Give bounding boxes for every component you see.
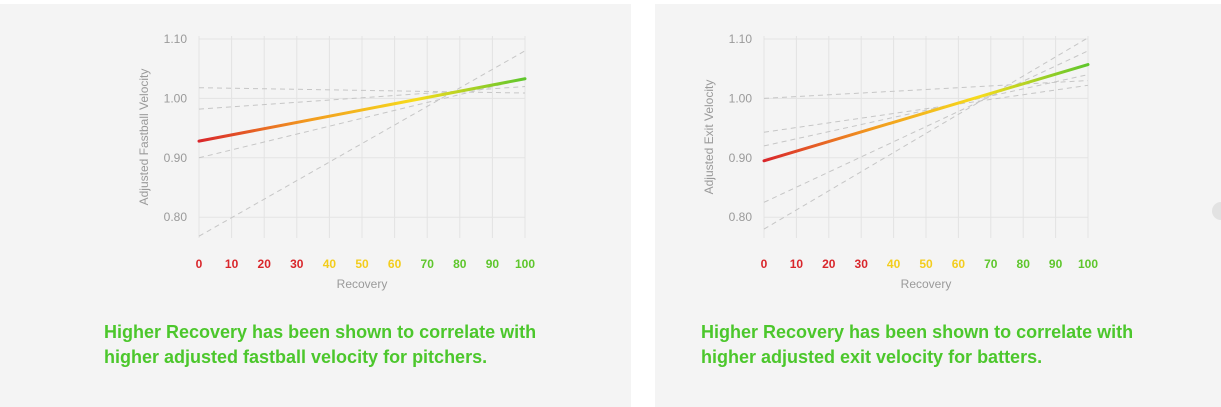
chart-caption-fastball: Higher Recovery has been shown to correl… (104, 322, 537, 367)
x-axis-label: Recovery (901, 277, 952, 291)
recovery-trend-line (762, 63, 1090, 163)
x-tick-label: 70 (984, 257, 998, 271)
reference-line (763, 84, 1089, 133)
y-tick-label: 0.80 (729, 210, 753, 224)
carousel-next-handle[interactable] (1212, 202, 1221, 220)
x-tick-label: 10 (225, 257, 239, 271)
y-tick-label: 0.80 (164, 210, 188, 224)
y-tick-label: 1.10 (729, 32, 753, 46)
x-tick-label: 60 (388, 257, 402, 271)
exit-velocity-chart: 1.10 1.00 0.90 0.80 0 10 20 30 40 50 60 70 80 90 100 Re… (702, 32, 1098, 291)
reference-line (763, 74, 1089, 147)
y-tick-label: 0.90 (164, 151, 188, 165)
x-tick-label: 30 (290, 257, 304, 271)
x-tick-label: 50 (355, 257, 369, 271)
x-tick-label: 50 (919, 257, 933, 271)
y-tick-label: 1.10 (164, 32, 188, 46)
x-axis-label: Recovery (337, 277, 388, 291)
reference-line (763, 50, 1089, 203)
y-axis-label: Adjusted Exit Velocity (702, 80, 716, 195)
y-tick-label: 1.00 (164, 91, 188, 105)
x-tick-label: 10 (790, 257, 804, 271)
x-tick-label: 90 (1049, 257, 1063, 271)
x-tick-label: 90 (486, 257, 500, 271)
reference-line (198, 87, 526, 94)
x-tick-label: 100 (1078, 257, 1098, 271)
x-tick-label: 100 (515, 257, 535, 271)
x-tick-label: 80 (453, 257, 467, 271)
chart-caption-exit: Higher Recovery has been shown to correl… (701, 322, 1134, 367)
x-tick-label: 0 (761, 257, 768, 271)
x-tick-label: 40 (323, 257, 337, 271)
y-axis-label: Adjusted Fastball Velocity (137, 69, 151, 206)
x-tick-label: 20 (822, 257, 836, 271)
recovery-trend-line (197, 77, 527, 143)
chart-card-exit: 1.10 1.00 0.90 0.80 0 10 20 30 40 50 60 70 80 90 100 Re… (655, 4, 1221, 407)
reference-line (763, 80, 1089, 99)
fastball-velocity-chart: 1.10 1.00 0.90 0.80 0 10 20 30 40 50 60 70 80 90 100 Re… (137, 32, 535, 291)
x-tick-label: 0 (196, 257, 203, 271)
x-tick-label: 30 (855, 257, 869, 271)
y-tick-label: 1.00 (729, 91, 753, 105)
x-tick-label: 60 (952, 257, 966, 271)
y-tick-label: 0.90 (729, 151, 753, 165)
x-tick-label: 80 (1017, 257, 1031, 271)
x-tick-label: 40 (887, 257, 901, 271)
chart-card-fastball: 1.10 1.00 0.90 0.80 0 10 20 30 40 50 60 70 80 90 100 Re… (0, 4, 631, 407)
x-tick-label: 20 (258, 257, 272, 271)
x-tick-label: 70 (421, 257, 435, 271)
